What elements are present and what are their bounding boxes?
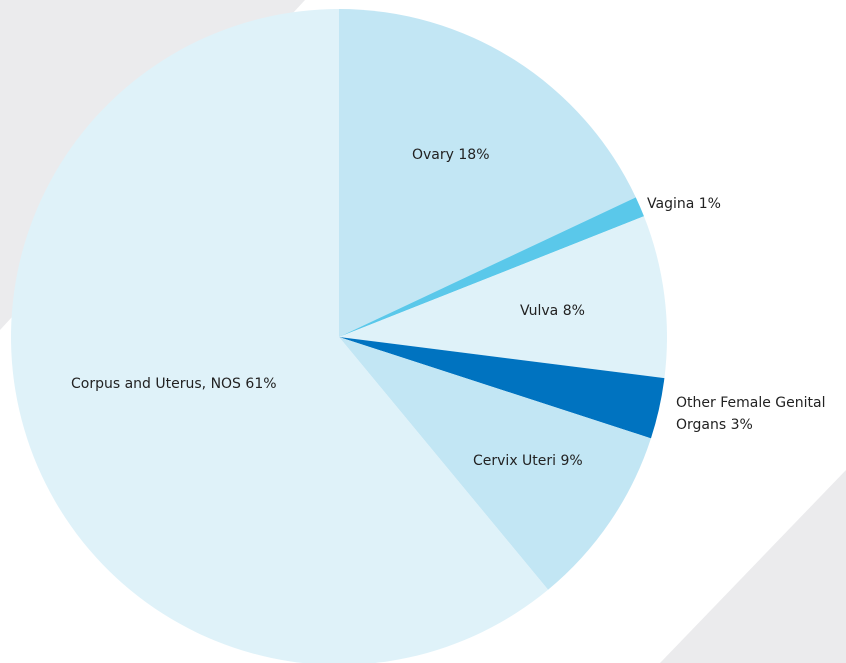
pie-slice [339,337,651,590]
pie-slice [11,9,549,663]
pie-slice [339,216,667,379]
slice-value: 9% [560,453,583,469]
slice-category: Corpus and Uterus, NOS [71,376,241,392]
pie-slice [339,197,644,337]
slice-label: Cervix Uteri 9% [473,450,583,472]
slice-value: 18% [458,147,490,163]
pie-slice [339,9,636,337]
background-shape [660,470,846,663]
pie-slice [339,337,665,439]
slice-label: Vagina 1% [647,193,721,215]
slice-label: Ovary 18% [412,144,490,166]
slice-category: Cervix Uteri [473,453,557,469]
slice-value: 8% [562,303,585,319]
slice-label: Other Female Genital Organs 3% [676,392,826,436]
slice-value: 61% [245,376,277,392]
slice-label: Vulva 8% [520,300,585,322]
slice-category: Vulva [520,303,559,319]
slice-value: 3% [730,417,753,433]
slice-category: Other Female Genital Organs [676,395,826,433]
slice-value: 1% [698,196,721,212]
slice-category: Vagina [647,196,695,212]
slice-category: Ovary [412,147,454,163]
slice-label: Corpus and Uterus, NOS 61% [71,373,277,395]
